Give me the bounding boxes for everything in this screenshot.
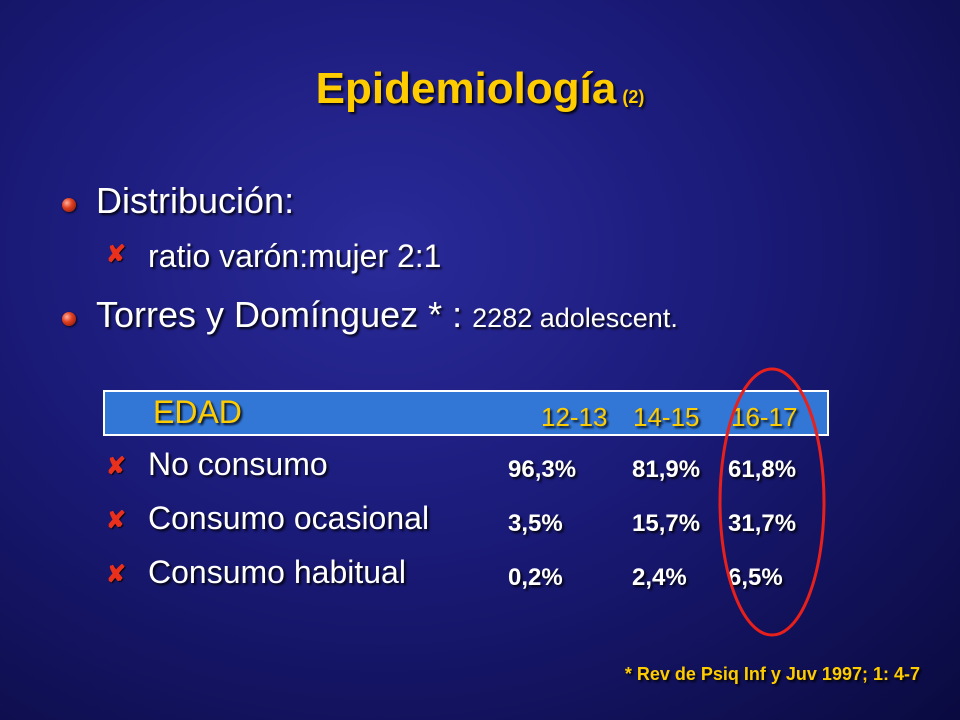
bullet-sphere-icon	[62, 198, 76, 212]
slide-title: Epidemiología (2)	[0, 64, 960, 114]
reference-citation: * Rev de Psiq Inf y Juv 1997; 1: 4-7	[624, 664, 920, 684]
sub-bullet-ratio: ratio varón:mujer 2:1	[148, 238, 442, 274]
cell-ocasional-16-17: 31,7%	[728, 510, 797, 537]
cell-ocasional-12-13: 3,5%	[508, 510, 563, 537]
bullet-sphere-icon	[62, 312, 76, 326]
x-mark-icon: ✘	[106, 241, 127, 268]
x-mark-icon: ✘	[106, 561, 127, 588]
table-header: EDAD 12-13 14-15 16-17	[103, 390, 829, 436]
cell-habitual-16-17: 6,5%	[728, 564, 783, 591]
row-label-habitual: Consumo habitual	[148, 554, 406, 590]
header-col-12-13: 12-13	[541, 402, 608, 432]
cell-habitual-12-13: 0,2%	[508, 564, 563, 591]
row-label-ocasional: Consumo ocasional	[148, 500, 430, 536]
cell-no-consumo-16-17: 61,8%	[728, 456, 797, 483]
x-mark-icon: ✘	[106, 453, 127, 480]
bullet-torres-text: Torres y Domínguez * :	[96, 294, 463, 335]
header-col-14-15: 14-15	[633, 402, 700, 432]
bullet-torres-detail: 2282 adolescent.	[472, 303, 678, 333]
header-edad: EDAD	[153, 394, 242, 430]
title-sub: (2)	[622, 87, 645, 107]
title-main: Epidemiología	[315, 64, 617, 113]
cell-ocasional-14-15: 15,7%	[632, 510, 701, 537]
bullet-distribucion: Distribución:	[96, 180, 295, 221]
x-mark-icon: ✘	[106, 507, 127, 534]
bullet-torres: Torres y Domínguez * : 2282 adolescent.	[96, 294, 678, 336]
cell-habitual-14-15: 2,4%	[632, 564, 687, 591]
cell-no-consumo-14-15: 81,9%	[632, 456, 701, 483]
cell-no-consumo-12-13: 96,3%	[508, 456, 577, 483]
row-label-no-consumo: No consumo	[148, 446, 328, 482]
header-col-16-17: 16-17	[731, 402, 798, 432]
